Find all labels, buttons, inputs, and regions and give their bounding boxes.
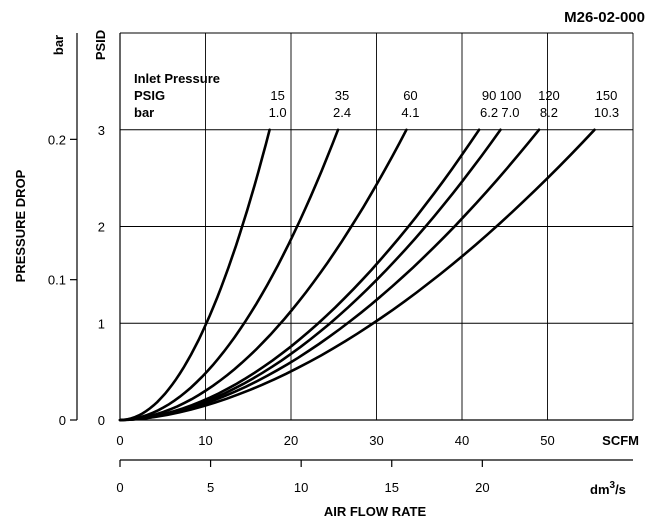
flow-curve-150-psig bbox=[118, 128, 596, 422]
legend-row-psig: PSIG bbox=[134, 88, 165, 103]
labels: M26-02-000 PRESSURE DROP PSID bar SCFM d… bbox=[13, 9, 645, 519]
legend-psig-value: 35 bbox=[335, 88, 349, 103]
flow-curve-15-psig bbox=[118, 128, 271, 422]
legend-bar-value: 8.2 bbox=[540, 105, 558, 120]
legend-psig-value: 150 bbox=[596, 88, 618, 103]
legend-bar-value: 4.1 bbox=[401, 105, 419, 120]
legend-psig-value: 120 bbox=[538, 88, 560, 103]
x-axis-label: AIR FLOW RATE bbox=[324, 504, 427, 519]
legend-psig-value: 90 bbox=[482, 88, 496, 103]
y-tick-label: 2 bbox=[98, 220, 105, 235]
flow-curve-60-psig bbox=[118, 128, 408, 422]
dm3s-tick-label: 5 bbox=[207, 480, 214, 495]
x-tick-label: 50 bbox=[540, 433, 554, 448]
flow-curve-35-psig bbox=[118, 128, 340, 422]
x-tick-label: 30 bbox=[369, 433, 383, 448]
x-unit-scfm: SCFM bbox=[602, 433, 639, 448]
legend-psig-value: 15 bbox=[270, 88, 284, 103]
axes bbox=[70, 32, 634, 467]
x-unit-dm3s: dm3/s bbox=[590, 480, 626, 497]
dm3s-tick-label: 10 bbox=[294, 480, 308, 495]
bar-tick-label: 0.1 bbox=[48, 273, 66, 288]
y-unit-psid: PSID bbox=[93, 30, 108, 60]
x-tick-label: 10 bbox=[198, 433, 212, 448]
y-tick-label: 0 bbox=[98, 413, 105, 428]
dm3s-tick-label: 15 bbox=[385, 480, 399, 495]
y-unit-bar: bar bbox=[51, 35, 66, 55]
y-axis-label: PRESSURE DROP bbox=[13, 169, 28, 282]
dm3s-tick-label: 0 bbox=[116, 480, 123, 495]
flow-curve-90-psig bbox=[118, 128, 481, 422]
legend-psig-value: 60 bbox=[403, 88, 417, 103]
flow-curve-120-psig bbox=[118, 128, 541, 422]
legend-title: Inlet Pressure bbox=[134, 71, 220, 86]
legend-bar-value: 10.3 bbox=[594, 105, 619, 120]
x-tick-label: 20 bbox=[284, 433, 298, 448]
legend-bar-value: 1.0 bbox=[269, 105, 287, 120]
y-tick-label: 3 bbox=[98, 123, 105, 138]
legend-bar-value: 2.4 bbox=[333, 105, 351, 120]
curves bbox=[118, 128, 596, 422]
x-tick-label: 0 bbox=[116, 433, 123, 448]
legend-row-bar: bar bbox=[134, 105, 154, 120]
chart-code: M26-02-000 bbox=[564, 9, 645, 26]
bar-tick-label: 0 bbox=[59, 413, 66, 428]
legend-bar-value: 6.2 bbox=[480, 105, 498, 120]
x-tick-label: 40 bbox=[455, 433, 469, 448]
y-tick-label: 1 bbox=[98, 316, 105, 331]
legend-psig-value: 100 bbox=[500, 88, 522, 103]
dm3s-tick-label: 20 bbox=[475, 480, 489, 495]
legend-bar-value: 7.0 bbox=[501, 105, 519, 120]
bar-tick-label: 0.2 bbox=[48, 132, 66, 147]
